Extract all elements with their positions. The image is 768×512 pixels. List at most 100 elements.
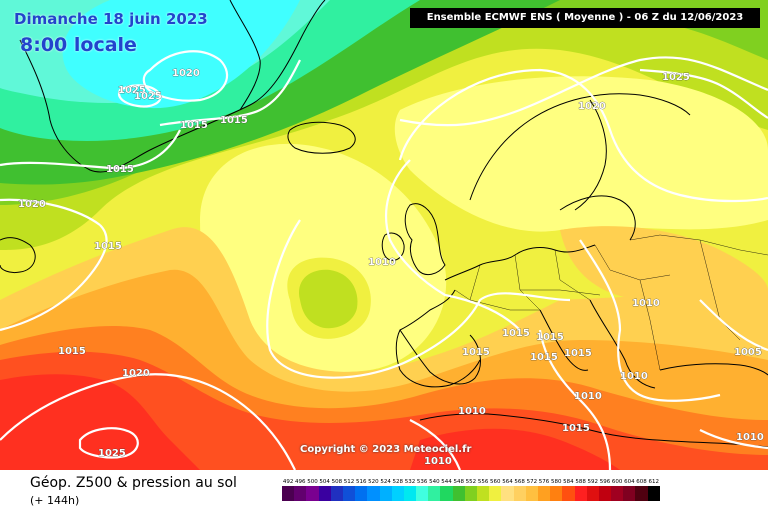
scale-tick-label: 512 — [343, 479, 355, 485]
isobar-1010-east — [579, 239, 721, 402]
scale-swatch — [550, 486, 563, 501]
pressure-label: 1015 — [536, 332, 564, 343]
pressure-label: 1025 — [118, 85, 146, 96]
scale-tick-label: 588 — [575, 479, 586, 485]
z584-band — [0, 351, 768, 470]
pressure-label: 1020 — [172, 68, 200, 79]
country-borders — [454, 234, 768, 371]
scale-tick-label: 592 — [587, 479, 599, 485]
scale-swatch — [306, 486, 319, 501]
scale-swatch — [574, 486, 587, 501]
scale-tick-label: 496 — [295, 479, 306, 485]
scale-swatch — [623, 486, 636, 501]
scale-step: 604 — [623, 478, 636, 501]
scale-tick-label: 560 — [490, 479, 501, 485]
scandinavia-coast — [469, 93, 691, 211]
scale-tick-label: 548 — [453, 479, 464, 485]
pressure-label: 1015 — [180, 120, 208, 131]
weather-map: 1020 1025 1025 1015 1015 1015 1020 1015 … — [0, 0, 768, 470]
scale-step: 584 — [562, 478, 575, 501]
pressure-label: 1025 — [662, 72, 690, 83]
isobar-1020-atl-big — [0, 373, 296, 470]
scale-step: 496 — [294, 478, 307, 501]
scale-tick-label: 536 — [416, 479, 428, 485]
scale-tick-label: 604 — [624, 479, 635, 485]
pressure-label: 1010 — [368, 257, 396, 268]
scale-swatch — [282, 486, 295, 501]
scale-step: 504 — [318, 478, 331, 501]
scale-step: 536 — [416, 478, 429, 501]
pressure-label: 1015 — [502, 328, 530, 339]
pressure-label: 1010 — [458, 406, 486, 417]
model-run-info: Ensemble ECMWF ENS ( Moyenne ) - 06 Z du… — [410, 8, 760, 28]
scale-step: 608 — [635, 478, 648, 501]
scale-swatch — [379, 486, 392, 501]
canada-coast — [0, 237, 36, 273]
scale-swatch — [537, 486, 551, 501]
scale-tick-label: 520 — [368, 479, 379, 485]
isobars — [0, 50, 768, 470]
africa-coast — [419, 413, 768, 448]
pressure-label: 1025 — [98, 448, 126, 459]
scale-step: 572 — [525, 478, 538, 501]
pressure-label: 1025 — [134, 91, 162, 102]
scale-tick-label: 556 — [477, 479, 489, 485]
balkans-coast — [589, 299, 656, 389]
baltic-coast — [559, 195, 636, 241]
pressure-label: 1015 — [562, 423, 590, 434]
scale-tick-label: 504 — [319, 479, 330, 485]
pressure-label: 1015 — [530, 352, 558, 363]
scale-step: 492 — [282, 478, 295, 501]
z572-band-east — [560, 226, 768, 300]
scale-tick-label: 508 — [331, 479, 343, 485]
scale-step: 540 — [428, 478, 441, 501]
iberia-coast — [399, 329, 481, 385]
legend-footer: Géop. Z500 & pression au sol (+ 144h) 49… — [0, 470, 768, 512]
scale-tick-label: 528 — [392, 479, 404, 485]
scale-step: 612 — [647, 478, 660, 501]
scale-step: 588 — [574, 478, 587, 501]
scale-step: 576 — [537, 478, 551, 501]
forecast-local-time: 8:00 locale — [20, 34, 137, 56]
scale-swatch — [294, 486, 307, 501]
isobar-1015-west — [0, 129, 181, 170]
pressure-label: 1020 — [122, 368, 150, 379]
isobar-1020-greenland — [142, 50, 229, 102]
scale-step: 552 — [464, 478, 477, 501]
pressure-label: 1015 — [94, 241, 122, 252]
scale-tick-label: 572 — [526, 479, 538, 485]
scale-swatch — [647, 486, 660, 501]
scale-swatch — [367, 486, 380, 501]
pressure-label: 1015 — [106, 164, 134, 175]
scale-swatch — [391, 486, 404, 501]
scale-swatch — [428, 486, 441, 501]
pressure-label: 1015 — [564, 348, 592, 359]
isobar-1010-se — [699, 429, 768, 450]
scale-swatch — [342, 486, 356, 501]
scale-swatch — [635, 486, 648, 501]
color-scale: 492 496 500 504 508 512 516 520 524 528 532 536 540 5… — [282, 478, 660, 501]
isobar-1025-greenland — [117, 84, 162, 108]
iceland-coast — [287, 121, 356, 154]
pressure-label: 1010 — [632, 298, 660, 309]
pressure-label: 1005 — [734, 347, 762, 358]
scale-step: 500 — [306, 478, 319, 501]
forecast-range: (+ 144h) — [30, 494, 80, 507]
scale-step: 512 — [342, 478, 356, 501]
scale-tick-label: 500 — [307, 479, 318, 485]
scale-swatch — [513, 486, 526, 501]
scale-step: 556 — [477, 478, 490, 501]
greenland-coast-east — [229, 0, 261, 111]
italy-coast — [539, 309, 589, 371]
scale-swatch — [611, 486, 624, 501]
scale-tick-label: 576 — [538, 479, 550, 485]
map-title: Géop. Z500 & pression au sol — [30, 475, 237, 491]
z560-cutoff — [299, 269, 358, 329]
isobar-1025-high — [78, 427, 139, 459]
scale-tick-label: 552 — [465, 479, 477, 485]
scale-swatch — [416, 486, 429, 501]
isobar-1020-west — [0, 198, 101, 226]
pressure-labels: 1020 1025 1025 1015 1015 1015 1020 1015 … — [18, 68, 764, 468]
scale-swatch — [586, 486, 599, 501]
scale-tick-label: 612 — [648, 479, 659, 485]
